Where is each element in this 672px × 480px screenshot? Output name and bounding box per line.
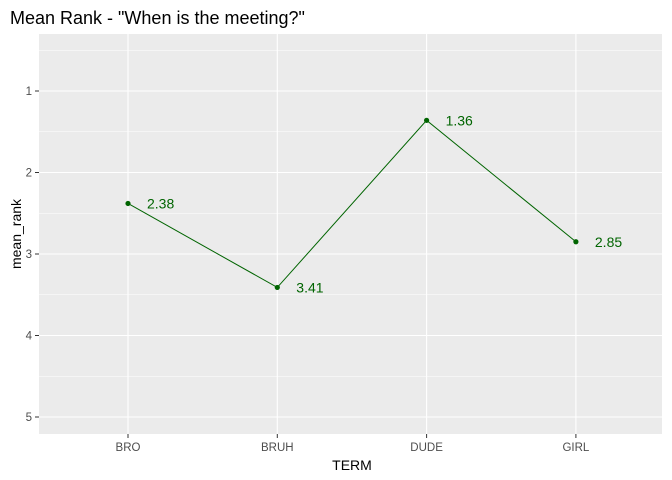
data-label: 3.41	[296, 279, 323, 295]
data-point	[424, 117, 430, 123]
x-axis-title: TERM	[332, 457, 372, 473]
data-point	[274, 284, 280, 291]
data-label: 1.36	[446, 112, 473, 128]
series-mean-rank: 2.38 3.41 1.36 2.85	[125, 112, 622, 295]
x-tick-label: GIRL	[562, 442, 589, 454]
y-axis-title: mean_rank	[8, 198, 24, 269]
plot-panel	[39, 34, 662, 434]
x-tick-label: BRUH	[261, 442, 294, 454]
y-tick-label: 5	[26, 412, 32, 424]
y-tick-label: 2	[26, 168, 32, 180]
y-tick-label: 3	[26, 249, 32, 261]
data-label: 2.38	[147, 195, 174, 211]
chart-title: Mean Rank - "When is the meeting?"	[10, 8, 305, 28]
series-line	[127, 119, 577, 289]
axis-ticks: 1 2 3 4 5 BRO BRUH DUDE GIRL	[26, 86, 590, 454]
y-tick-label: 1	[26, 86, 32, 98]
x-tick-label: BRO	[116, 442, 141, 454]
grid-major	[39, 34, 662, 434]
grid-minor	[39, 50, 662, 377]
x-tick-label: DUDE	[410, 442, 443, 454]
data-point	[125, 200, 131, 207]
data-point	[573, 239, 579, 245]
y-tick-label: 4	[26, 331, 33, 343]
data-label: 2.85	[595, 234, 622, 250]
